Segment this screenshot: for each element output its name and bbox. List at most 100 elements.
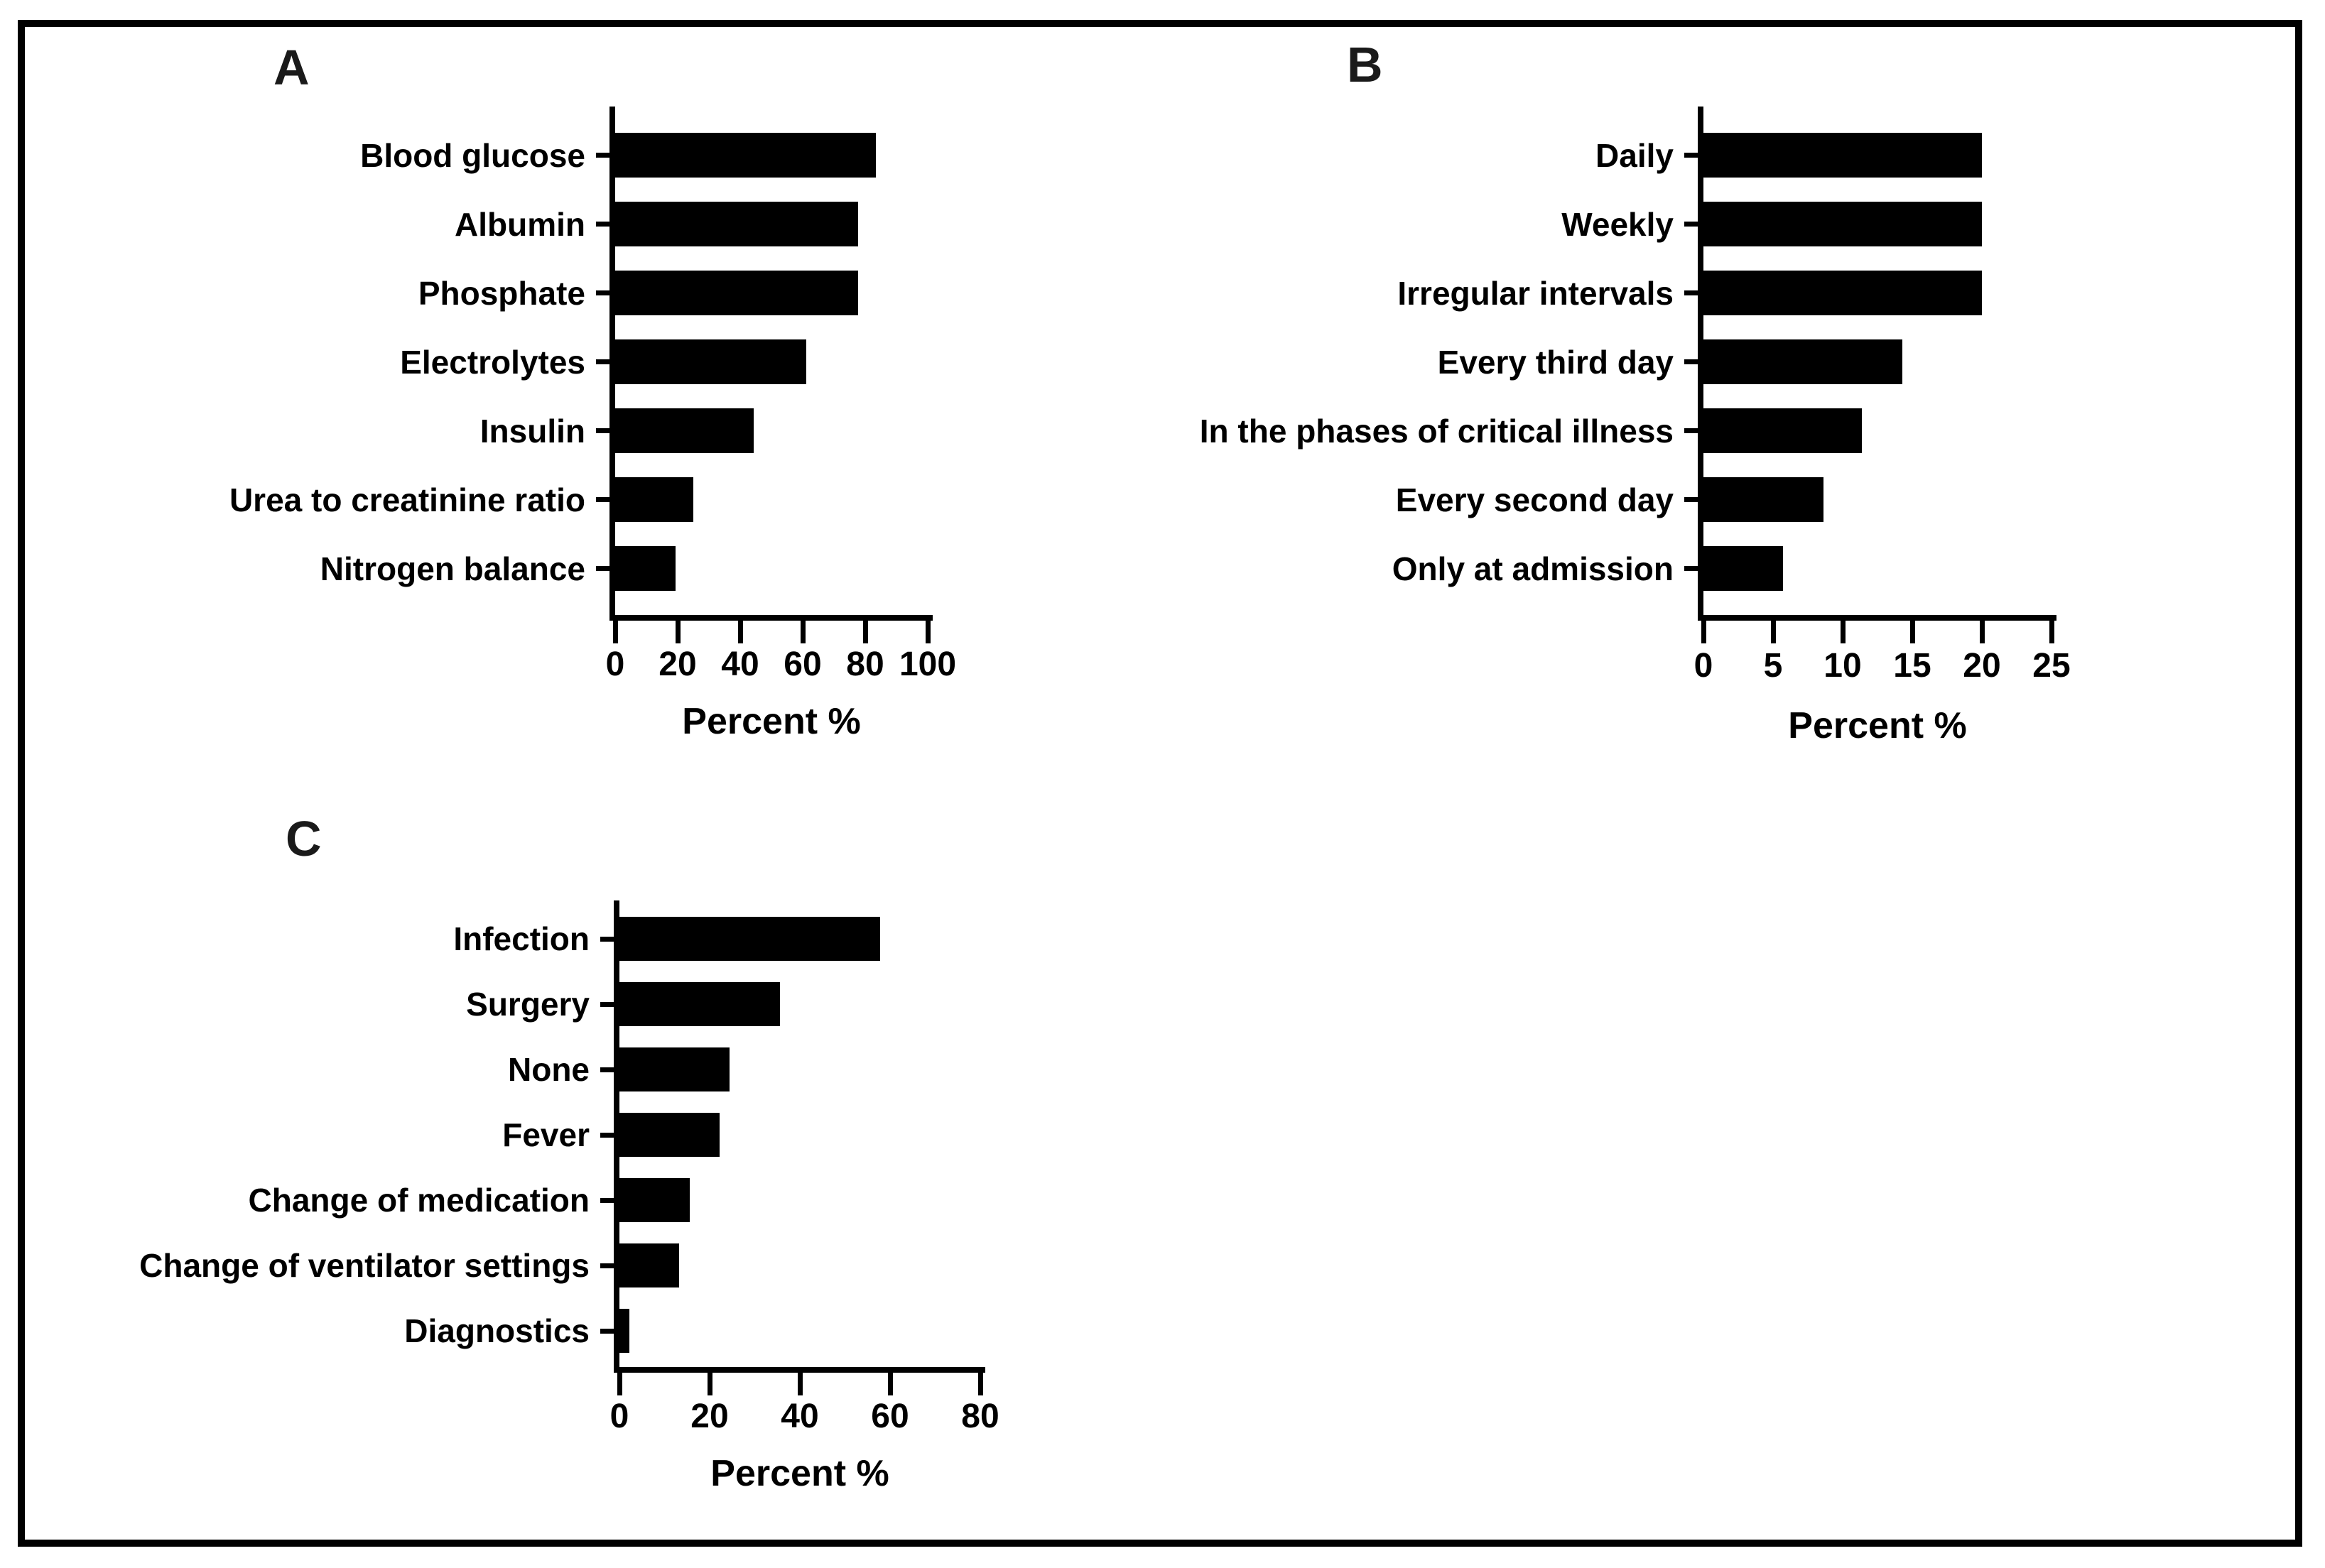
category-tick xyxy=(1684,359,1698,364)
category-tick xyxy=(600,937,614,942)
x-tick xyxy=(2049,615,2054,643)
bar xyxy=(1703,339,1902,384)
bar xyxy=(619,1243,679,1287)
bar xyxy=(619,1309,629,1353)
bar-label: Irregular intervals xyxy=(1397,275,1674,312)
x-tick xyxy=(1910,615,1915,643)
x-tick xyxy=(798,1367,803,1395)
bar-label: Fever xyxy=(502,1116,590,1153)
bar-label: Only at admission xyxy=(1392,550,1674,587)
x-tick xyxy=(1980,615,1985,643)
bar-label: Electrolytes xyxy=(400,344,585,381)
bar xyxy=(1703,477,1823,522)
category-tick xyxy=(600,1002,614,1007)
panel-letter-a: A xyxy=(273,40,310,95)
category-tick xyxy=(600,1067,614,1072)
bar-label: Blood glucose xyxy=(360,137,585,174)
y-axis xyxy=(614,900,619,1373)
bar-label: Urea to creatinine ratio xyxy=(229,481,585,518)
bar-label: Change of ventilator settings xyxy=(139,1247,590,1284)
bar xyxy=(615,408,754,453)
x-tick xyxy=(613,615,618,643)
panel-letter-b: B xyxy=(1347,37,1383,92)
x-tick-label: 20 xyxy=(1963,647,2001,685)
category-tick xyxy=(600,1263,614,1268)
x-tick xyxy=(801,615,806,643)
bar xyxy=(615,339,806,384)
bar-label: Every second day xyxy=(1395,481,1674,518)
category-tick xyxy=(1684,566,1698,571)
bar-label: Every third day xyxy=(1437,344,1674,381)
category-tick xyxy=(1684,290,1698,295)
bar xyxy=(615,271,858,315)
x-axis xyxy=(609,615,933,621)
category-tick xyxy=(1684,428,1698,433)
x-tick-label: 0 xyxy=(605,646,625,683)
x-tick-label: 60 xyxy=(784,646,822,683)
category-tick xyxy=(1684,153,1698,158)
category-tick xyxy=(600,1133,614,1138)
category-tick xyxy=(600,1198,614,1203)
bar-label: Surgery xyxy=(466,986,590,1023)
x-tick-label: 5 xyxy=(1763,647,1783,685)
y-axis xyxy=(1698,107,1703,621)
x-tick xyxy=(617,1367,622,1395)
bar xyxy=(1703,271,1982,315)
bar xyxy=(615,546,676,591)
category-tick xyxy=(1684,497,1698,502)
x-axis xyxy=(1698,615,2056,621)
bar xyxy=(1703,202,1982,246)
x-tick xyxy=(863,615,868,643)
bar xyxy=(619,1047,730,1091)
bar-label: Insulin xyxy=(479,413,585,450)
x-tick-label: 0 xyxy=(1693,647,1713,685)
x-tick xyxy=(738,615,743,643)
bar-label: Nitrogen balance xyxy=(320,550,585,587)
category-tick xyxy=(596,428,609,433)
bar-label: In the phases of critical illness xyxy=(1199,413,1674,450)
bar xyxy=(619,1113,720,1157)
bar xyxy=(1703,133,1982,178)
x-tick xyxy=(1841,615,1846,643)
bar-label: Weekly xyxy=(1561,206,1674,243)
category-tick xyxy=(596,497,609,502)
x-axis-title: Percent % xyxy=(710,1453,889,1494)
x-tick xyxy=(708,1367,712,1395)
panel-letter-c: C xyxy=(286,811,322,866)
x-tick xyxy=(1701,615,1706,643)
bar xyxy=(1703,546,1783,591)
category-tick xyxy=(596,566,609,571)
bar-label: Infection xyxy=(453,920,590,957)
bar xyxy=(615,477,693,522)
category-tick xyxy=(1684,222,1698,227)
x-tick-label: 40 xyxy=(781,1398,819,1435)
x-axis-title: Percent % xyxy=(1788,705,1967,746)
x-tick-label: 15 xyxy=(1893,647,1931,685)
bar xyxy=(619,982,780,1026)
x-tick-label: 20 xyxy=(690,1398,729,1435)
x-tick-label: 40 xyxy=(721,646,759,683)
bar-label: None xyxy=(508,1051,590,1088)
bar-label: Change of medication xyxy=(248,1182,590,1219)
x-tick xyxy=(888,1367,893,1395)
bar xyxy=(1703,408,1862,453)
bar xyxy=(615,202,858,246)
x-tick xyxy=(926,615,931,643)
x-tick-label: 80 xyxy=(961,1398,999,1435)
bar-label: Diagnostics xyxy=(404,1312,590,1349)
x-tick-label: 25 xyxy=(2032,647,2071,685)
y-axis xyxy=(609,107,615,621)
category-tick xyxy=(596,359,609,364)
bar xyxy=(619,917,880,961)
bar xyxy=(619,1178,690,1222)
x-tick xyxy=(978,1367,983,1395)
x-tick-label: 0 xyxy=(609,1398,629,1435)
bar-label: Albumin xyxy=(455,206,585,243)
x-tick xyxy=(1771,615,1776,643)
x-tick-label: 60 xyxy=(871,1398,909,1435)
category-tick xyxy=(596,290,609,295)
x-axis-title: Percent % xyxy=(682,701,861,742)
bar-label: Phosphate xyxy=(418,275,585,312)
category-tick xyxy=(600,1329,614,1334)
